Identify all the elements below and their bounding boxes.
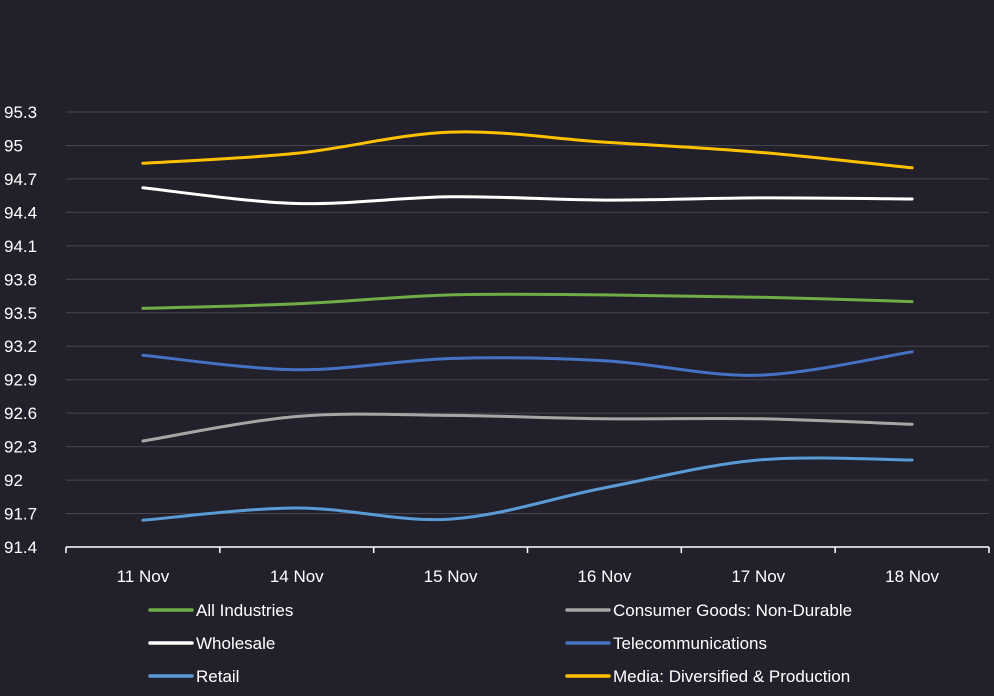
x-axis: 11 Nov 14 Nov 15 Nov 16 Nov 17 Nov 18 Nov <box>65 546 990 586</box>
gridlines <box>66 111 989 515</box>
legend-label: Telecommunications <box>613 634 767 653</box>
series-line-telecommunications <box>141 350 914 377</box>
x-tick-label: 15 Nov <box>424 567 478 586</box>
legend-label: Wholesale <box>196 634 275 653</box>
y-tick-label: 93.8 <box>4 270 37 289</box>
y-tick-label: 92.3 <box>4 438 37 457</box>
x-tick-label: 14 Nov <box>270 567 324 586</box>
x-tick-label: 16 Nov <box>577 567 631 586</box>
x-tick-label: 18 Nov <box>885 567 939 586</box>
y-tick-label: 93.2 <box>4 337 37 356</box>
y-tick-label: 91.4 <box>4 538 37 557</box>
legend-label: Media: Diversified & Production <box>613 667 850 686</box>
x-tick-label: 17 Nov <box>731 567 785 586</box>
y-tick-label: 92.6 <box>4 404 37 423</box>
series-line-wholesale <box>141 186 914 206</box>
series-line-media-diversified-production <box>141 130 914 170</box>
legend-label: All Industries <box>196 601 293 620</box>
y-tick-label: 95.3 <box>4 103 37 122</box>
y-tick-label: 91.7 <box>4 505 37 524</box>
y-tick-label: 94.4 <box>4 203 37 222</box>
y-tick-label: 93.5 <box>4 304 37 323</box>
y-axis-ticks: 91.4 91.7 92 92.3 92.6 92.9 93.2 93.5 93.8 94.1 94… <box>4 103 37 557</box>
legend-label: Retail <box>196 667 239 686</box>
y-tick-label: 95 <box>4 136 23 155</box>
y-tick-label: 92.9 <box>4 371 37 390</box>
series-lines <box>141 130 914 522</box>
y-tick-label: 94.1 <box>4 237 37 256</box>
legend: All Industries Consumer Goods: Non-Durabl… <box>148 601 852 686</box>
y-tick-label: 92 <box>4 471 23 490</box>
series-line-all-industries <box>141 292 914 310</box>
x-tick-label: 11 Nov <box>117 567 170 586</box>
series-line-retail <box>141 456 914 522</box>
y-tick-label: 94.7 <box>4 170 37 189</box>
legend-label: Consumer Goods: Non-Durable <box>613 601 852 620</box>
series-line-consumer-goods-non-durable <box>141 412 914 443</box>
